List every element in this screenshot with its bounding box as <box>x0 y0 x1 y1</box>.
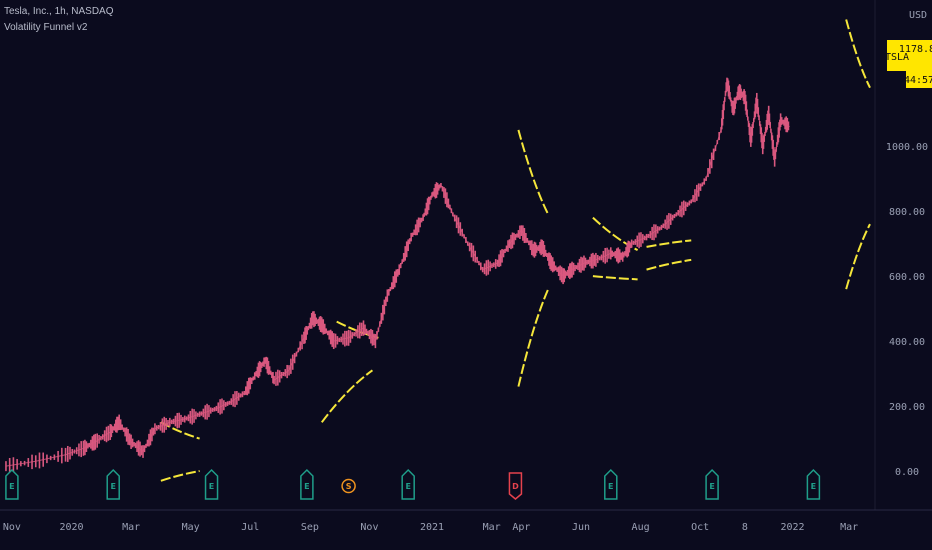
event-label: D <box>512 482 519 491</box>
time-tick-label: Sep <box>301 522 319 533</box>
funnel-line <box>592 216 639 252</box>
time-tick-label: 2022 <box>780 522 804 533</box>
time-tick-label: Apr <box>512 522 530 533</box>
price-series <box>5 77 790 474</box>
event-label: E <box>811 482 816 491</box>
earnings-badge <box>705 468 719 500</box>
funnel-line <box>646 239 692 248</box>
event-marker-earnings[interactable]: E <box>106 468 120 500</box>
price-tick-label: 1000.00 <box>886 142 928 153</box>
event-marker-earnings[interactable]: E <box>204 468 219 500</box>
event-label: E <box>209 482 214 491</box>
event-label: E <box>709 482 714 491</box>
time-tick-label: Mar <box>122 522 140 533</box>
time-tick-label: Jun <box>572 522 590 533</box>
time-tick-label: Nov <box>360 522 378 533</box>
price-tick-label: 400.00 <box>889 337 925 348</box>
event-label: E <box>304 482 309 491</box>
earnings-badge <box>401 468 415 500</box>
time-tick-label: Oct <box>691 522 709 533</box>
symbol-title: Tesla, Inc., 1h, NASDAQ <box>4 6 114 17</box>
funnel-line <box>517 129 550 215</box>
time-tick-label: May <box>182 522 200 533</box>
earnings-badge <box>106 468 120 500</box>
event-marker-dividend[interactable]: D <box>508 472 523 500</box>
time-tick-label: 2021 <box>420 522 444 533</box>
event-label: S <box>346 482 352 491</box>
price-tick-label: 200.00 <box>889 402 925 413</box>
time-tick-label: Mar <box>483 522 501 533</box>
earnings-badge <box>204 468 219 500</box>
funnel-line <box>592 275 638 281</box>
event-marker-earnings[interactable]: E <box>300 468 314 500</box>
time-tick-label: 8 <box>742 522 748 533</box>
event-label: E <box>405 482 410 491</box>
time-tick-label: 2020 <box>59 522 83 533</box>
event-label: E <box>9 482 14 491</box>
indicator-title: Volatility Funnel v2 <box>4 22 88 33</box>
price-badge: TSLA 1178.80 44:57 <box>885 40 932 88</box>
funnel-line <box>320 369 374 423</box>
event-label: E <box>608 482 613 491</box>
funnel-line <box>845 19 871 89</box>
event-marker-earnings[interactable]: E <box>5 468 19 500</box>
event-marker-earnings[interactable]: E <box>705 468 719 500</box>
price-tick-label: 0.00 <box>895 467 919 478</box>
dividend-badge <box>508 472 523 500</box>
currency-label: USD <box>909 10 927 21</box>
badge-symbol: TSLA <box>885 52 909 63</box>
funnel-line <box>845 223 871 290</box>
split-badge <box>341 478 356 494</box>
event-label: E <box>110 482 115 491</box>
funnel-line <box>517 288 550 387</box>
price-tick-label: 600.00 <box>889 272 925 283</box>
time-tick-label: Mar <box>840 522 858 533</box>
badge-price: 1178.80 <box>899 44 932 55</box>
price-tick-label: 800.00 <box>889 207 925 218</box>
time-tick-label: Jul <box>241 522 259 533</box>
chart-legend: Tesla, Inc., 1h, NASDAQ Volatility Funne… <box>4 4 114 36</box>
earnings-badge <box>806 468 821 500</box>
badge-countdown: 44:57 <box>904 75 932 86</box>
time-axis[interactable]: Nov 2020 Mar May Jul Sep Nov 2021 Mar Apr Jun Aug Oc… <box>3 522 858 533</box>
event-marker-earnings[interactable]: E <box>604 468 618 500</box>
event-marker-earnings[interactable]: E <box>806 468 821 500</box>
event-marker-split[interactable]: S <box>341 478 356 494</box>
price-line <box>5 81 790 467</box>
earnings-badge <box>300 468 314 500</box>
earnings-badge <box>5 468 19 500</box>
time-tick-label: Nov <box>3 522 21 533</box>
funnel-line <box>646 258 692 271</box>
event-marker-earnings[interactable]: E <box>401 468 415 500</box>
time-tick-label: Aug <box>632 522 650 533</box>
earnings-badge <box>604 468 618 500</box>
price-axis[interactable]: 0.00 200.00 400.00 600.00 800.00 1000.00 <box>886 142 928 478</box>
funnel-line <box>160 470 200 482</box>
